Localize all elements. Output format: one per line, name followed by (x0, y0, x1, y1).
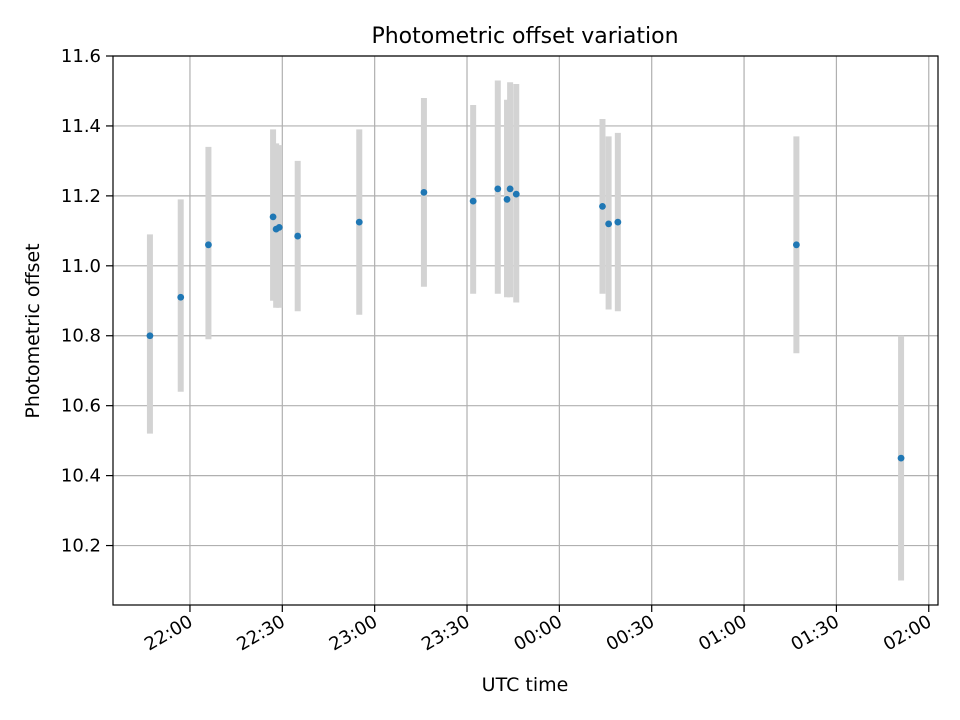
x-axis-label: UTC time (482, 674, 569, 696)
data-point (599, 202, 606, 210)
data-point (205, 241, 212, 249)
grid (113, 55, 938, 605)
error-bars (146, 80, 905, 581)
data-point (469, 197, 477, 205)
data-point (494, 185, 502, 193)
x-tick-label: 01:30 (787, 611, 842, 655)
x-tick-label: 22:00 (141, 611, 196, 655)
x-tick-label: 00:30 (603, 611, 658, 655)
x-tick-label: 23:30 (418, 611, 473, 655)
y-tick-label: 11.2 (61, 186, 101, 207)
y-tick-label: 10.4 (61, 466, 101, 487)
chart-title: Photometric offset variation (371, 24, 678, 49)
data-point (146, 332, 154, 340)
data-point (614, 218, 622, 226)
data-point (897, 454, 905, 462)
x-tick-label: 22:30 (233, 611, 288, 655)
x-tick-label: 00:00 (510, 611, 565, 655)
data-point (503, 195, 511, 203)
y-axis: 10.2 10.4 10.6 10.8 11.0 11.2 11.4 11.6 (61, 46, 113, 557)
data-point (605, 220, 613, 228)
y-axis-label: Photometric offset (22, 243, 44, 418)
data-point (420, 188, 428, 196)
y-tick-label: 10.6 (61, 396, 101, 417)
data-point (506, 185, 514, 193)
data-points (146, 185, 905, 462)
plot-frame (112, 55, 939, 606)
data-point (512, 190, 520, 198)
y-tick-label: 11.0 (61, 256, 101, 277)
y-tick-label: 10.2 (61, 536, 101, 557)
data-point (177, 293, 185, 301)
data-point (355, 218, 363, 226)
y-tick-label: 11.6 (61, 46, 101, 67)
x-tick-label: 02:00 (880, 611, 935, 655)
y-tick-label: 11.4 (61, 116, 101, 137)
data-point (792, 241, 800, 249)
x-tick-label: 23:00 (326, 611, 381, 655)
data-point (275, 223, 283, 231)
x-tick-label: 01:00 (695, 611, 750, 655)
x-axis: 22:00 22:30 23:00 23:30 00:00 00:30 01:00 01:30… (141, 605, 935, 655)
data-point (294, 232, 302, 240)
data-point (269, 213, 277, 221)
y-tick-label: 10.8 (61, 326, 101, 347)
